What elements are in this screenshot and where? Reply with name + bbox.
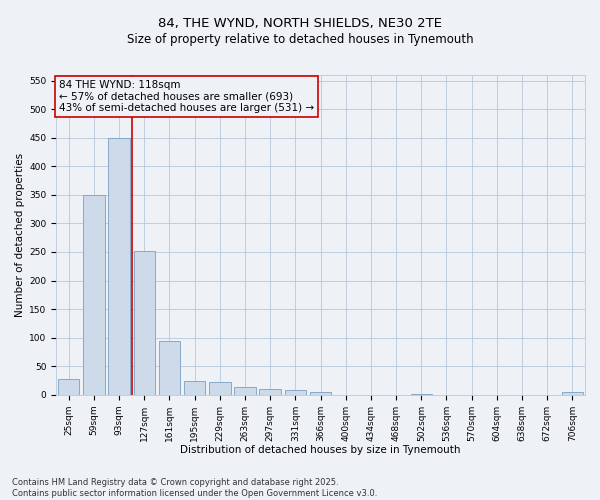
Text: 84, THE WYND, NORTH SHIELDS, NE30 2TE: 84, THE WYND, NORTH SHIELDS, NE30 2TE: [158, 18, 442, 30]
Bar: [159, 341, 180, 394]
Bar: [209, 382, 230, 394]
Text: 84 THE WYND: 118sqm
← 57% of detached houses are smaller (693)
43% of semi-detac: 84 THE WYND: 118sqm ← 57% of detached ho…: [59, 80, 314, 113]
Bar: [109, 138, 130, 394]
Y-axis label: Number of detached properties: Number of detached properties: [15, 153, 25, 317]
X-axis label: Distribution of detached houses by size in Tynemouth: Distribution of detached houses by size …: [181, 445, 461, 455]
Text: Contains HM Land Registry data © Crown copyright and database right 2025.
Contai: Contains HM Land Registry data © Crown c…: [12, 478, 377, 498]
Bar: [83, 195, 104, 394]
Bar: [58, 380, 79, 394]
Bar: [562, 392, 583, 394]
Bar: [134, 251, 155, 394]
Bar: [259, 389, 281, 394]
Text: Size of property relative to detached houses in Tynemouth: Size of property relative to detached ho…: [127, 32, 473, 46]
Bar: [184, 381, 205, 394]
Bar: [310, 392, 331, 394]
Bar: [284, 390, 306, 394]
Bar: [235, 388, 256, 394]
